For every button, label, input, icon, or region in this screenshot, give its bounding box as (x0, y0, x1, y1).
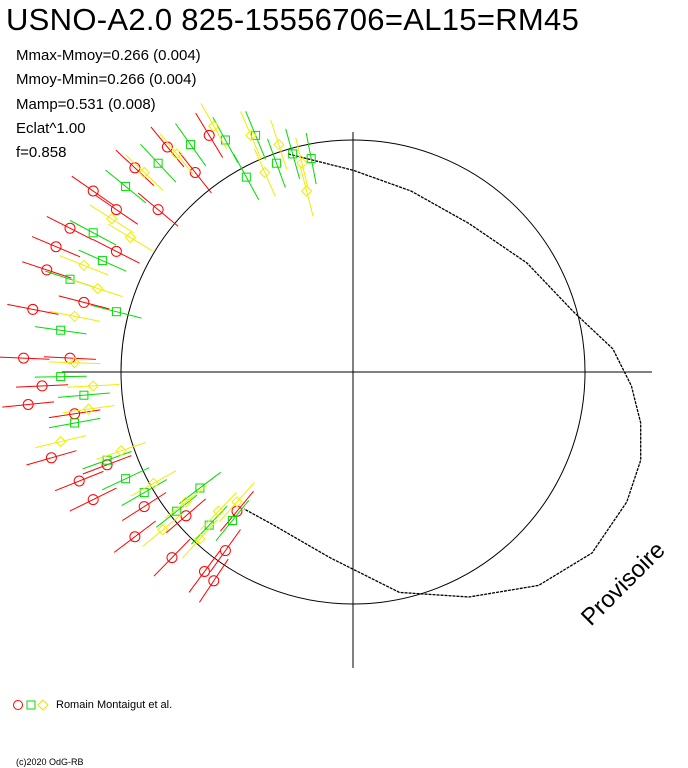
data-point-circle-2 (46, 215, 94, 241)
reference-circle (120, 139, 586, 605)
data-point-circle-5 (0, 352, 50, 364)
data-point-diamond-11 (96, 442, 146, 460)
data-point-circle-4 (7, 303, 59, 315)
data-point-circle-22 (122, 492, 167, 522)
data-point-square-19 (57, 390, 110, 400)
data-point-square-11 (82, 450, 132, 470)
chart-title: USNO-A2.0 825-15556706=AL15=RM45 (6, 2, 580, 37)
data-point-circle-25 (16, 380, 69, 392)
data-point-square-5 (105, 169, 147, 204)
data-point-diamond-10 (62, 403, 115, 415)
data-point-square-3 (267, 138, 286, 188)
data-point-diamond-17 (72, 279, 123, 298)
stat-eclat: Eclat^1.00 (16, 119, 86, 137)
legend: Romain Montaigut et al. (12, 698, 172, 712)
data-point-circle-24 (31, 236, 81, 258)
data-point-diamond-16 (159, 133, 194, 175)
data-point-circle-17 (92, 239, 140, 264)
data-point-circle-16 (137, 192, 179, 227)
data-point-diamond-12 (130, 470, 177, 497)
data-point-square-16 (285, 128, 301, 180)
data-point-circle-18 (58, 295, 110, 310)
data-point-diamond-14 (200, 492, 237, 531)
data-point-circle-26 (178, 151, 212, 194)
data-point-diamond-23 (253, 148, 276, 197)
data-point-square-17 (305, 132, 317, 185)
data-point-circle-28 (94, 194, 139, 225)
data-point-diamond-19 (142, 512, 184, 547)
data-point-circle-29 (198, 558, 229, 603)
data-point-diamond-2 (270, 119, 288, 170)
data-point-diamond-18 (67, 380, 120, 392)
data-point-diamond-15 (219, 482, 255, 522)
data-point-diamond-8 (49, 310, 101, 323)
data-point-diamond-7 (59, 255, 109, 276)
data-point-diamond-0 (200, 103, 228, 149)
stat-mmoy-mmin: Mmoy-Mmin=0.266 (0.004) (16, 71, 197, 89)
data-point-square-8 (34, 325, 87, 335)
data-point-diamond-13 (165, 485, 207, 519)
data-point-square-18 (78, 249, 127, 272)
data-point-circle-9 (113, 520, 157, 553)
data-point-square-4 (233, 154, 260, 201)
data-point-circle-1 (71, 175, 115, 207)
red-circle-icon (13, 700, 23, 710)
data-point-diamond-9 (48, 356, 101, 369)
data-point-square-21 (101, 467, 150, 491)
yellow-diamond-icon (37, 699, 49, 711)
data-point-square-20 (140, 143, 177, 183)
data-point-diamond-1 (240, 111, 262, 160)
data-point-diamond-6 (89, 204, 134, 234)
legend-label: Romain Montaigut et al. (56, 699, 173, 711)
data-point-square-14 (191, 505, 228, 545)
stat-mmax-mmoy: Mmax-Mmoy=0.266 (0.004) (16, 47, 201, 64)
data-point-diamond-3 (295, 137, 309, 189)
model-curve (243, 153, 642, 598)
stat-f: f=0.858 (16, 144, 67, 162)
data-point-diamond-5 (125, 154, 164, 191)
copyright: (c)2020 OdG-RB (16, 757, 84, 767)
data-point-square-23 (91, 304, 142, 319)
stat-mamp: Mamp=0.531 (0.008) (16, 95, 156, 113)
data-point-circle-21 (82, 455, 132, 475)
data-point-square-22 (178, 471, 221, 505)
data-point-circle-8 (69, 487, 117, 512)
data-point-circle-15 (195, 112, 224, 158)
data-point-diamond-20 (181, 519, 218, 559)
data-point-circle-7 (26, 450, 77, 466)
legend-symbols (12, 699, 50, 711)
green-square-icon (26, 700, 36, 710)
data-point-circle-27 (54, 470, 104, 492)
data-point-diamond-4 (299, 165, 314, 217)
data-point-circle-12 (209, 529, 241, 573)
data-point-square-10 (48, 417, 101, 429)
data-point-circle-3 (21, 261, 72, 279)
data-point-circle-6 (2, 399, 55, 410)
data-point-diamond-21 (107, 223, 153, 252)
data-point-square-0 (175, 123, 207, 167)
data-point-diamond-22 (35, 435, 87, 449)
data-point-circle-10 (153, 538, 191, 577)
data-point-circle-11 (188, 550, 221, 593)
data-point-square-15 (215, 499, 250, 542)
data-point-square-6 (69, 220, 117, 246)
stats-block: Mmax-Mmoy=0.266 (0.004) Mmoy-Mmin=0.266 … (16, 44, 201, 165)
data-point-circle-23 (165, 498, 207, 534)
data-point-square-9 (34, 372, 87, 382)
data-point-square-13 (155, 494, 198, 528)
